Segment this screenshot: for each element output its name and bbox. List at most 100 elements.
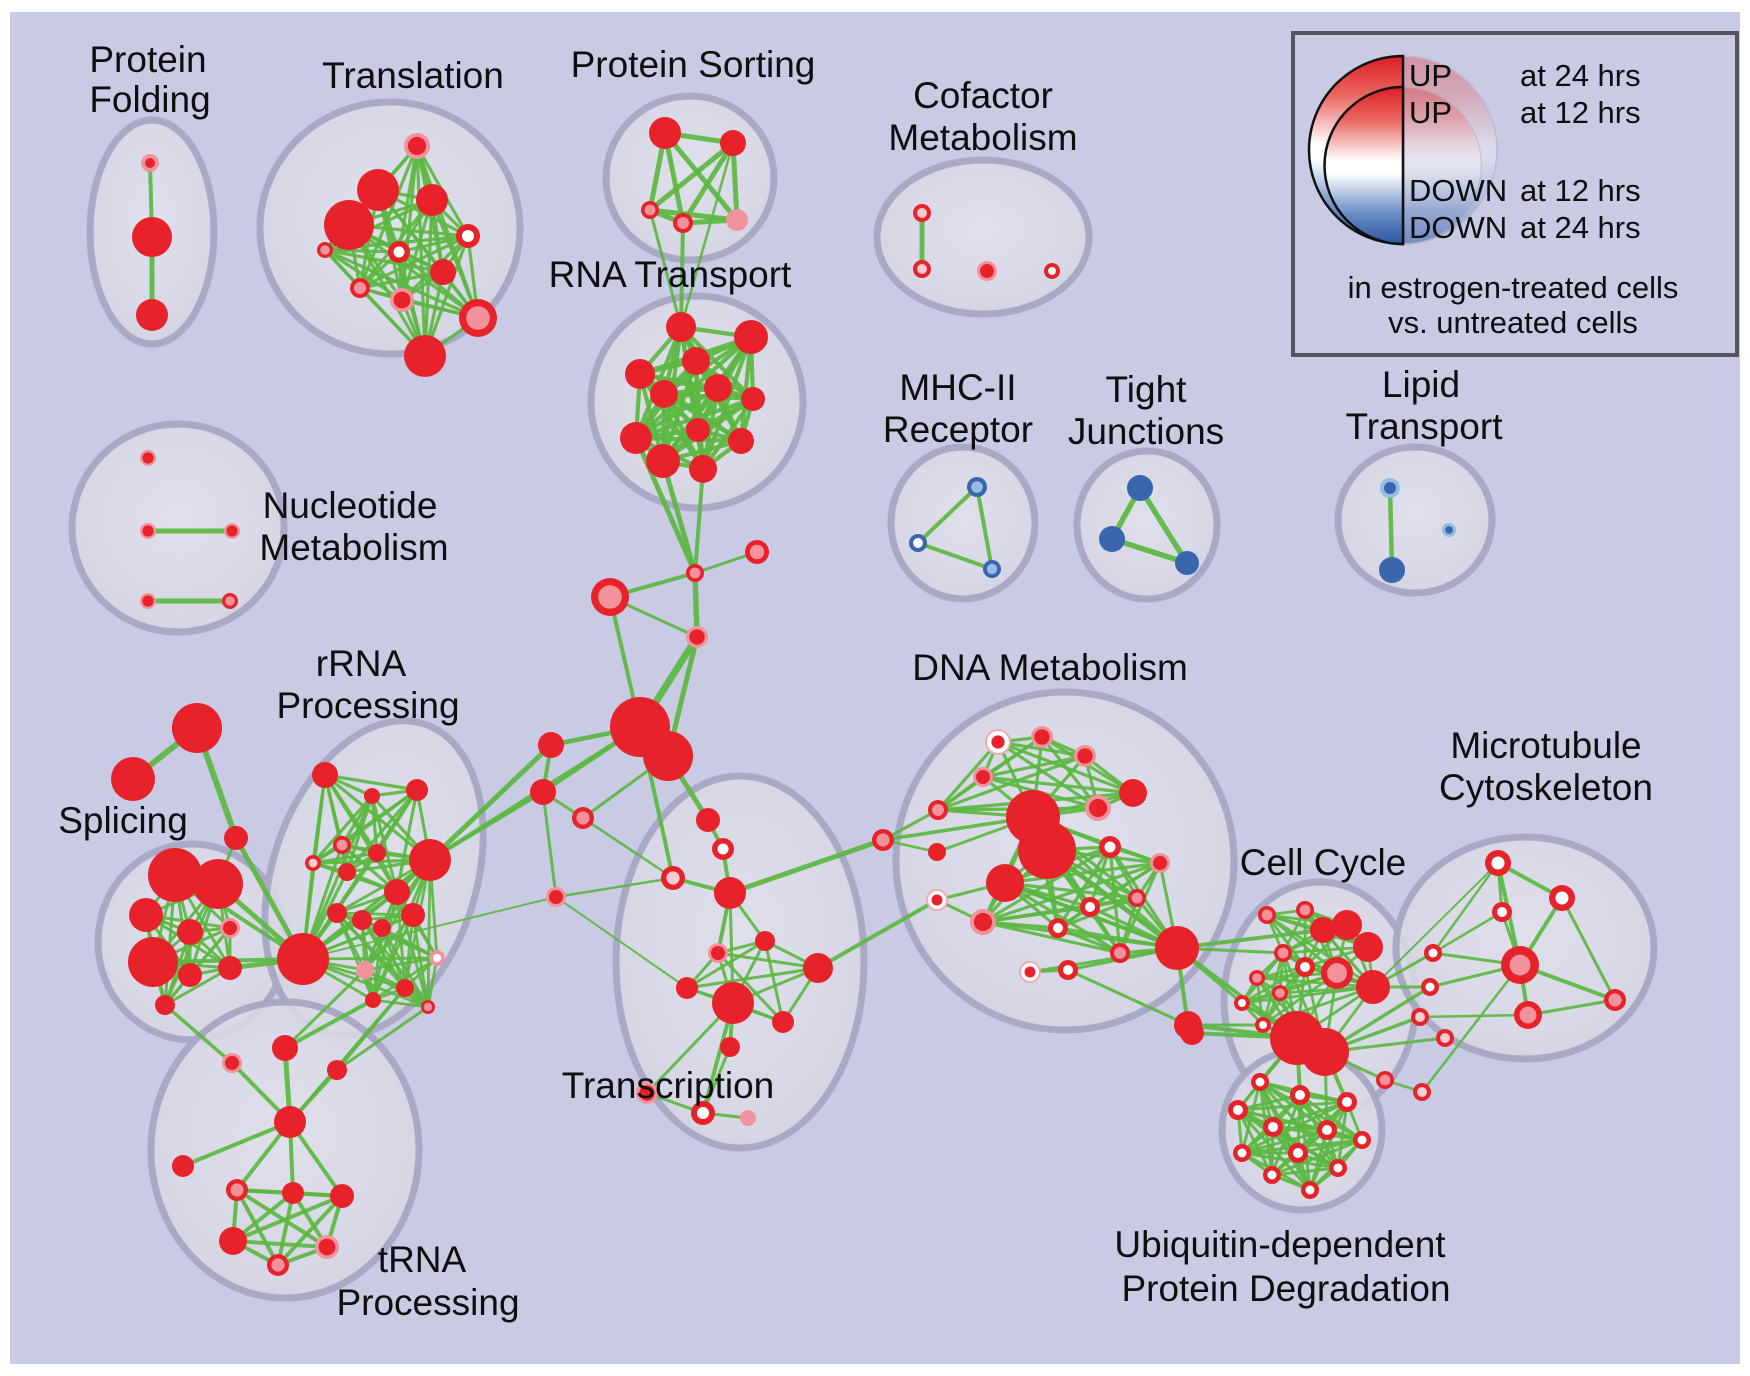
node-c2-core bbox=[917, 264, 927, 274]
node-r11 bbox=[689, 455, 717, 483]
node-q17-core bbox=[423, 1002, 433, 1012]
node-d4-core bbox=[976, 770, 990, 784]
cluster-label-mhc-ii-receptor-line1: MHC-II bbox=[899, 367, 1016, 408]
edge-n5-n10 bbox=[235, 1188, 280, 1267]
edge-qE-q17 bbox=[426, 858, 432, 1009]
node-dmP-core bbox=[876, 833, 890, 847]
edge-r10-rc1 bbox=[660, 458, 698, 576]
edge-m2-m5 bbox=[1560, 896, 1617, 1002]
edge-d4-d7 bbox=[981, 775, 1135, 795]
node-s3-core bbox=[644, 204, 656, 216]
node-r9 bbox=[620, 422, 652, 454]
node-p7 bbox=[178, 963, 202, 987]
node-mh2-core bbox=[913, 538, 923, 548]
node-d13-core bbox=[1085, 902, 1095, 912]
edge-cc9-cc12 bbox=[1240, 985, 1375, 1005]
edge-t7-t8 bbox=[323, 248, 445, 274]
node-t12 bbox=[404, 335, 446, 377]
node-cc4 bbox=[1332, 910, 1362, 940]
node-g3 bbox=[224, 826, 248, 850]
node-rc1-core bbox=[689, 567, 701, 579]
edge-tx5-tx9 bbox=[763, 939, 785, 1024]
edge-n6-n10 bbox=[276, 1191, 295, 1267]
node-q15 bbox=[396, 979, 414, 997]
edge-n1-q14 bbox=[283, 968, 367, 1050]
node-pf1-core bbox=[145, 158, 155, 168]
node-q5-core bbox=[308, 858, 318, 868]
edge-e3-m4 bbox=[1418, 1013, 1530, 1019]
node-q4-core bbox=[336, 839, 348, 851]
node-e3-core bbox=[1415, 1012, 1425, 1022]
legend-inner-circle-right-half bbox=[1402, 86, 1483, 245]
node-tx12-core bbox=[697, 1107, 709, 1119]
node-e5-core bbox=[1379, 1074, 1391, 1086]
edge-u7-u9 bbox=[1296, 1138, 1364, 1155]
node-d1-core bbox=[991, 735, 1005, 749]
edge-w4-sph bbox=[302, 896, 557, 960]
node-tx4 bbox=[714, 877, 746, 909]
cluster-bubble-nucleotide-metabolism bbox=[68, 420, 288, 636]
legend-time-up-12: at 12 hrs bbox=[1520, 95, 1641, 130]
cluster-label-ubiquitin-degradation-line2: Protein Degradation bbox=[1121, 1268, 1450, 1309]
node-u10-core bbox=[1333, 1163, 1343, 1173]
legend-time-up-24: at 24 hrs bbox=[1520, 58, 1641, 93]
node-tx1 bbox=[696, 808, 720, 832]
node-tj3 bbox=[1175, 551, 1199, 575]
node-d6 bbox=[928, 843, 946, 861]
node-q2 bbox=[364, 788, 380, 804]
node-n1 bbox=[272, 1035, 298, 1061]
edge-d10-d11 bbox=[1003, 861, 1162, 885]
edge-q2-q5 bbox=[311, 794, 374, 865]
edge-cc9-cc10 bbox=[1255, 976, 1375, 989]
edge-tx4-dmP bbox=[727, 837, 886, 896]
node-r5 bbox=[704, 374, 732, 402]
edge-n5-n9 bbox=[235, 1188, 329, 1249]
edge-t6-t8 bbox=[323, 248, 401, 254]
cluster-label-microtubule-cytoskeleton-line1: Microtubule bbox=[1450, 725, 1641, 766]
node-d16-core bbox=[1024, 966, 1036, 978]
cluster-bubble-mhc-ii-receptor bbox=[887, 443, 1039, 603]
legend-dir-down-12: DOWN bbox=[1409, 173, 1507, 208]
cluster-label-trna-processing-line2: Processing bbox=[336, 1282, 519, 1323]
edge-d3-d5 bbox=[936, 754, 1087, 812]
edge-tx6-txE bbox=[716, 951, 820, 970]
edge-q3-q8 bbox=[395, 788, 419, 894]
edge-tj1-tj3 bbox=[1137, 485, 1190, 566]
edge-d10-d12 bbox=[981, 861, 1162, 924]
edge-q16-q17 bbox=[371, 998, 430, 1009]
cluster-bubble-cofactor-metabolism bbox=[873, 156, 1093, 318]
cluster-label-rna-transport-line1: RNA Transport bbox=[549, 254, 792, 295]
node-h2 bbox=[643, 731, 693, 781]
node-tx10 bbox=[720, 1037, 740, 1057]
edge-tj2-tj3 bbox=[1109, 536, 1190, 566]
node-rc3-core bbox=[749, 544, 765, 560]
node-p5-core bbox=[223, 921, 237, 935]
edge-n7-n10 bbox=[276, 1194, 344, 1267]
node-lt3-core bbox=[1445, 526, 1453, 534]
node-c3-core bbox=[980, 264, 994, 278]
cluster-label-cofactor-metabolism-line1: Cofactor bbox=[913, 75, 1053, 116]
node-txE bbox=[803, 953, 833, 983]
node-q14 bbox=[356, 961, 374, 979]
node-q16 bbox=[365, 992, 381, 1008]
edge-d9-d12 bbox=[981, 845, 1112, 924]
edge-r7-r9 bbox=[633, 396, 756, 441]
edge-t8-t10 bbox=[323, 248, 404, 302]
edge-d11-d18 bbox=[1003, 881, 1122, 955]
node-nm3-core bbox=[226, 525, 238, 537]
edge-s1-s5 bbox=[662, 130, 740, 223]
edge-s3-r1 bbox=[648, 208, 683, 329]
node-dE bbox=[1155, 926, 1199, 970]
node-m1-core bbox=[1491, 856, 1505, 870]
node-rc2-core bbox=[598, 585, 622, 609]
node-p6 bbox=[128, 937, 178, 987]
edge-u2-u4 bbox=[1236, 1093, 1302, 1112]
node-s4-core bbox=[677, 217, 689, 229]
node-p3 bbox=[129, 898, 163, 932]
cluster-label-protein-sorting-line1: Protein Sorting bbox=[571, 44, 816, 85]
node-nm2-core bbox=[142, 525, 154, 537]
cluster-label-protein-folding-line2: Folding bbox=[89, 79, 210, 120]
node-n7 bbox=[330, 1184, 354, 1208]
cluster-label-lipid-transport-line1: Lipid bbox=[1382, 364, 1460, 405]
